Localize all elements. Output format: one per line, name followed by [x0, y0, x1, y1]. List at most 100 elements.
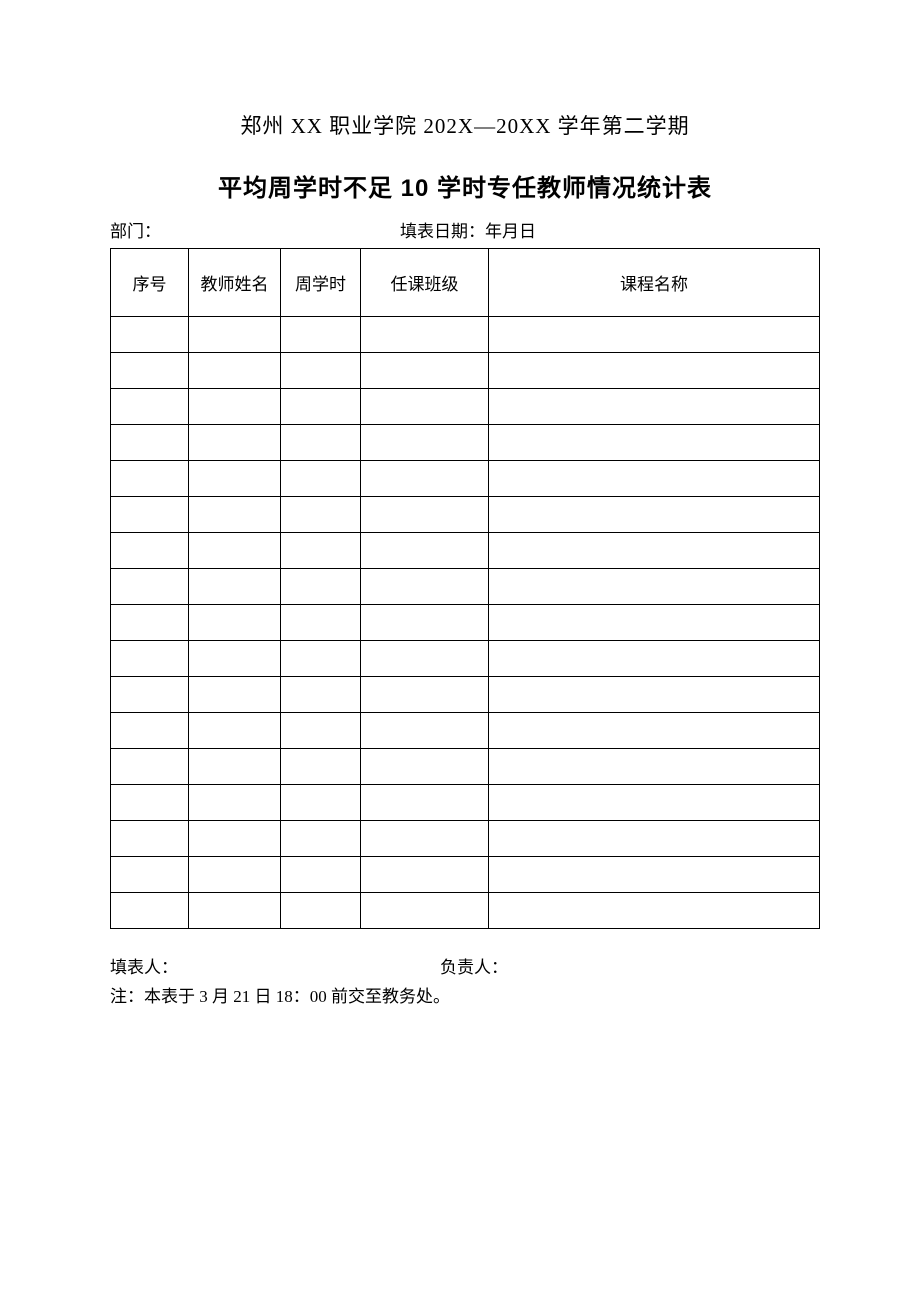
table-cell: [361, 389, 489, 425]
table-cell: [111, 821, 189, 857]
table-cell: [489, 353, 820, 389]
table-cell: [281, 857, 361, 893]
table-body: [111, 317, 820, 929]
table-cell: [281, 893, 361, 929]
table-cell: [361, 677, 489, 713]
teacher-stats-table: 序号 教师姓名 周学时 任课班级 课程名称: [110, 248, 820, 929]
page-title-line-1: 郑州 XX 职业学院 202X—20XX 学年第二学期: [110, 110, 820, 140]
footer-note: 注：本表于 3 月 21 日 18：00 前交至教务处。: [110, 982, 820, 1007]
department-label: 部门：: [110, 217, 400, 242]
table-cell: [281, 821, 361, 857]
col-header-class: 任课班级: [361, 249, 489, 317]
table-cell: [111, 461, 189, 497]
table-cell: [189, 605, 281, 641]
table-cell: [111, 713, 189, 749]
table-cell: [189, 641, 281, 677]
table-cell: [111, 569, 189, 605]
table-cell: [281, 749, 361, 785]
table-row: [111, 569, 820, 605]
table-row: [111, 893, 820, 929]
table-cell: [361, 497, 489, 533]
table-row: [111, 605, 820, 641]
table-cell: [361, 821, 489, 857]
table-cell: [361, 569, 489, 605]
table-cell: [111, 677, 189, 713]
table-row: [111, 821, 820, 857]
table-cell: [111, 857, 189, 893]
table-cell: [489, 389, 820, 425]
table-cell: [361, 785, 489, 821]
table-row: [111, 677, 820, 713]
table-cell: [361, 857, 489, 893]
table-cell: [281, 569, 361, 605]
table-cell: [281, 425, 361, 461]
table-row: [111, 857, 820, 893]
table-row: [111, 353, 820, 389]
table-cell: [361, 605, 489, 641]
table-cell: [489, 713, 820, 749]
table-cell: [111, 353, 189, 389]
table-cell: [489, 425, 820, 461]
table-cell: [489, 821, 820, 857]
table-cell: [489, 677, 820, 713]
table-row: [111, 533, 820, 569]
table-row: [111, 497, 820, 533]
table-row: [111, 317, 820, 353]
table-cell: [361, 713, 489, 749]
table-cell: [111, 641, 189, 677]
table-row: [111, 785, 820, 821]
table-header-row: 序号 教师姓名 周学时 任课班级 课程名称: [111, 249, 820, 317]
table-cell: [189, 497, 281, 533]
table-cell: [361, 425, 489, 461]
table-cell: [489, 569, 820, 605]
table-cell: [189, 677, 281, 713]
table-cell: [361, 893, 489, 929]
fill-date-label: 填表日期：年月日: [400, 217, 820, 242]
table-cell: [361, 353, 489, 389]
table-cell: [361, 749, 489, 785]
table-cell: [189, 353, 281, 389]
table-cell: [489, 893, 820, 929]
table-cell: [361, 461, 489, 497]
page-title-line-2: 平均周学时不足 10 学时专任教师情况统计表: [110, 168, 820, 203]
table-row: [111, 749, 820, 785]
table-cell: [189, 785, 281, 821]
filler-label: 填表人：: [110, 953, 440, 978]
table-cell: [281, 677, 361, 713]
table-cell: [281, 605, 361, 641]
table-cell: [189, 317, 281, 353]
table-cell: [189, 893, 281, 929]
table-cell: [281, 353, 361, 389]
table-cell: [489, 317, 820, 353]
col-header-index: 序号: [111, 249, 189, 317]
table-cell: [281, 533, 361, 569]
col-header-weekly-hours: 周学时: [281, 249, 361, 317]
table-cell: [281, 317, 361, 353]
table-cell: [111, 533, 189, 569]
table-cell: [489, 533, 820, 569]
table-cell: [361, 317, 489, 353]
table-cell: [489, 605, 820, 641]
table-cell: [361, 641, 489, 677]
table-cell: [489, 497, 820, 533]
table-cell: [281, 641, 361, 677]
responsible-label: 负责人：: [440, 953, 508, 978]
table-cell: [281, 713, 361, 749]
table-cell: [361, 533, 489, 569]
table-row: [111, 641, 820, 677]
table-cell: [189, 821, 281, 857]
table-cell: [111, 893, 189, 929]
table-cell: [281, 389, 361, 425]
table-cell: [189, 533, 281, 569]
table-cell: [281, 461, 361, 497]
table-cell: [489, 857, 820, 893]
table-cell: [111, 497, 189, 533]
table-cell: [189, 461, 281, 497]
table-cell: [111, 749, 189, 785]
table-cell: [489, 641, 820, 677]
table-cell: [111, 785, 189, 821]
table-cell: [111, 605, 189, 641]
table-cell: [489, 785, 820, 821]
table-cell: [489, 461, 820, 497]
col-header-course-name: 课程名称: [489, 249, 820, 317]
